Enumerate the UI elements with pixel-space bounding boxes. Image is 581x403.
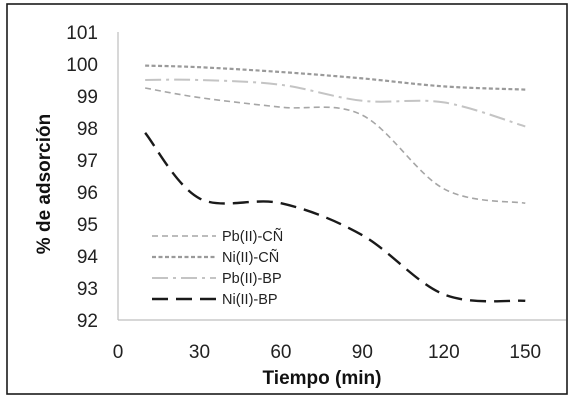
series-line: [145, 64, 526, 91]
x-tick-label: 90: [352, 342, 373, 363]
x-tick-label: 150: [509, 342, 541, 363]
series-lines: [144, 64, 526, 303]
y-axis-title: % de adsorción: [34, 114, 55, 254]
axes: [117, 32, 566, 321]
y-tick-label: 94: [77, 247, 99, 268]
y-tick-labels: 92 93 94 95 96 97 98 99 100 101: [66, 23, 98, 332]
x-tick-labels: 0 30 60 90 120 150: [113, 342, 541, 363]
x-tick-label: 30: [189, 342, 210, 363]
y-tick-label: 101: [66, 23, 98, 44]
y-tick-label: 95: [77, 215, 98, 236]
y-tick-label: 100: [66, 55, 98, 76]
x-tick-label: 0: [113, 342, 124, 363]
legend-label: Ni(II)-BP: [222, 292, 278, 308]
legend: Pb(II)-CÑ Ni(II)-CÑ Pb(II)-BP Ni(II)-BP: [152, 228, 283, 308]
y-tick-label: 93: [77, 279, 98, 300]
y-tick-label: 96: [77, 183, 98, 204]
y-tick-label: 99: [77, 87, 98, 108]
x-tick-label: 120: [428, 342, 460, 363]
legend-label: Pb(II)-BP: [222, 271, 282, 287]
series-line: [145, 87, 526, 204]
series-line: [144, 132, 526, 303]
legend-label: Ni(II)-CÑ: [222, 249, 279, 266]
legend-label: Pb(II)-CÑ: [222, 228, 283, 245]
y-tick-label: 92: [77, 311, 98, 332]
series-line: [145, 78, 526, 128]
y-tick-label: 97: [77, 151, 98, 172]
x-axis-title: Tiempo (min): [263, 368, 382, 389]
x-tick-label: 60: [270, 342, 291, 363]
y-tick-label: 98: [77, 119, 98, 140]
